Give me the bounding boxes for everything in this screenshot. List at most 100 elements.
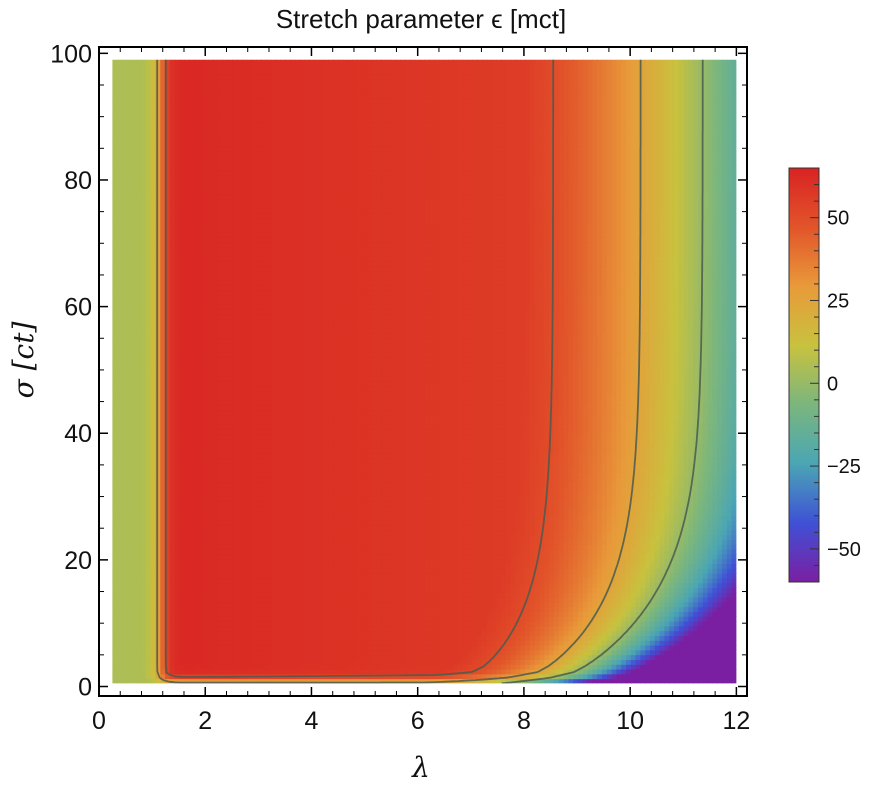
heatmap-cell xyxy=(693,664,699,670)
heatmap-cell xyxy=(688,534,694,541)
heatmap-cell xyxy=(582,659,589,665)
heatmap-cell xyxy=(256,501,262,507)
heatmap-cell xyxy=(592,664,598,670)
heatmap-cell xyxy=(169,654,176,660)
heatmap-cell xyxy=(222,539,229,545)
heatmap-cell xyxy=(145,635,152,641)
heatmap-cell xyxy=(515,630,521,636)
heatmap-cell xyxy=(352,587,358,593)
heatmap-cell xyxy=(313,649,320,656)
heatmap-cell xyxy=(726,529,733,536)
heatmap-cell xyxy=(289,520,296,526)
heatmap-cell xyxy=(419,611,425,617)
heatmap-cell xyxy=(491,505,497,512)
heatmap-cell xyxy=(357,630,363,636)
heatmap-cell xyxy=(347,558,353,564)
heatmap-cell xyxy=(342,539,349,545)
heatmap-cell xyxy=(616,505,622,512)
heatmap-cell xyxy=(549,596,555,603)
heatmap-cell xyxy=(222,529,229,536)
heatmap-cell xyxy=(395,525,401,531)
heatmap-cell xyxy=(683,525,689,531)
heatmap-cell xyxy=(309,553,315,560)
heatmap-cell xyxy=(457,501,464,507)
heatmap-cell xyxy=(184,534,190,541)
heatmap-cell xyxy=(136,529,142,536)
heatmap-cell xyxy=(385,611,392,617)
heatmap-cell xyxy=(318,525,325,531)
heatmap-cell xyxy=(558,678,565,684)
heatmap-cell xyxy=(246,544,253,550)
heatmap-cell xyxy=(640,510,646,517)
heatmap-cell xyxy=(501,534,507,541)
heatmap-cell xyxy=(697,678,704,684)
heatmap-cell xyxy=(280,654,286,660)
heatmap-cell xyxy=(256,568,262,574)
heatmap-cell xyxy=(232,601,238,608)
heatmap-cell xyxy=(505,592,512,598)
heatmap-cell xyxy=(678,563,685,569)
heatmap-cell xyxy=(472,534,478,541)
heatmap-cell xyxy=(669,664,675,670)
heatmap-cell xyxy=(462,640,469,646)
heatmap-cell xyxy=(285,582,291,588)
heatmap-cell xyxy=(515,515,521,521)
heatmap-cell xyxy=(424,529,430,536)
heatmap-cell xyxy=(246,678,253,684)
heatmap-cell xyxy=(174,572,181,579)
heatmap-cell xyxy=(616,525,622,531)
heatmap-cell xyxy=(625,582,632,588)
heatmap-cell xyxy=(664,659,670,665)
heatmap-cell xyxy=(453,635,459,641)
heatmap-cell xyxy=(337,505,344,512)
heatmap-cell xyxy=(309,549,315,555)
heatmap-cell xyxy=(381,611,387,617)
heatmap-cell xyxy=(184,668,190,675)
heatmap-cell xyxy=(141,664,147,670)
heatmap-cell xyxy=(592,625,598,632)
heatmap-cell xyxy=(438,659,445,665)
heatmap-cell xyxy=(438,553,445,560)
heatmap-cell xyxy=(597,644,603,651)
heatmap-cell xyxy=(237,515,243,521)
heatmap-cell xyxy=(697,544,704,550)
heatmap-cell xyxy=(246,601,253,608)
heatmap-cell xyxy=(232,549,238,555)
heatmap-cell xyxy=(193,635,200,641)
heatmap-cell xyxy=(649,510,656,517)
heatmap-cell xyxy=(563,601,569,608)
heatmap-cell xyxy=(717,678,723,684)
heatmap-cell xyxy=(381,616,387,622)
heatmap-cell xyxy=(251,601,257,608)
heatmap-cell xyxy=(429,572,435,579)
heatmap-cell xyxy=(333,582,339,588)
heatmap-cell xyxy=(232,635,238,641)
heatmap-cell xyxy=(265,505,272,512)
heatmap-cell xyxy=(390,520,397,526)
heatmap-cell xyxy=(496,659,502,665)
heatmap-cell xyxy=(597,510,603,517)
heatmap-cell xyxy=(280,501,286,507)
heatmap-cell xyxy=(309,510,315,517)
heatmap-cell xyxy=(395,625,401,632)
heatmap-cell xyxy=(150,544,157,550)
heatmap-cell xyxy=(414,601,421,608)
heatmap-cell xyxy=(304,606,310,612)
heatmap-cell xyxy=(433,601,440,608)
heatmap-cell xyxy=(193,659,200,665)
heatmap-cell xyxy=(443,577,449,584)
heatmap-cell xyxy=(289,601,296,608)
heatmap-cell xyxy=(246,596,253,603)
heatmap-cell xyxy=(501,582,507,588)
heatmap-cell xyxy=(145,572,152,579)
heatmap-cell xyxy=(371,601,377,608)
heatmap-cell xyxy=(198,635,205,641)
heatmap-cell xyxy=(424,611,430,617)
heatmap-cell xyxy=(625,611,632,617)
heatmap-cell xyxy=(337,616,344,622)
heatmap-cell xyxy=(419,596,425,603)
heatmap-cell xyxy=(165,592,171,598)
heatmap-cell xyxy=(611,505,617,512)
heatmap-cell xyxy=(505,644,512,651)
heatmap-cell xyxy=(121,587,128,593)
